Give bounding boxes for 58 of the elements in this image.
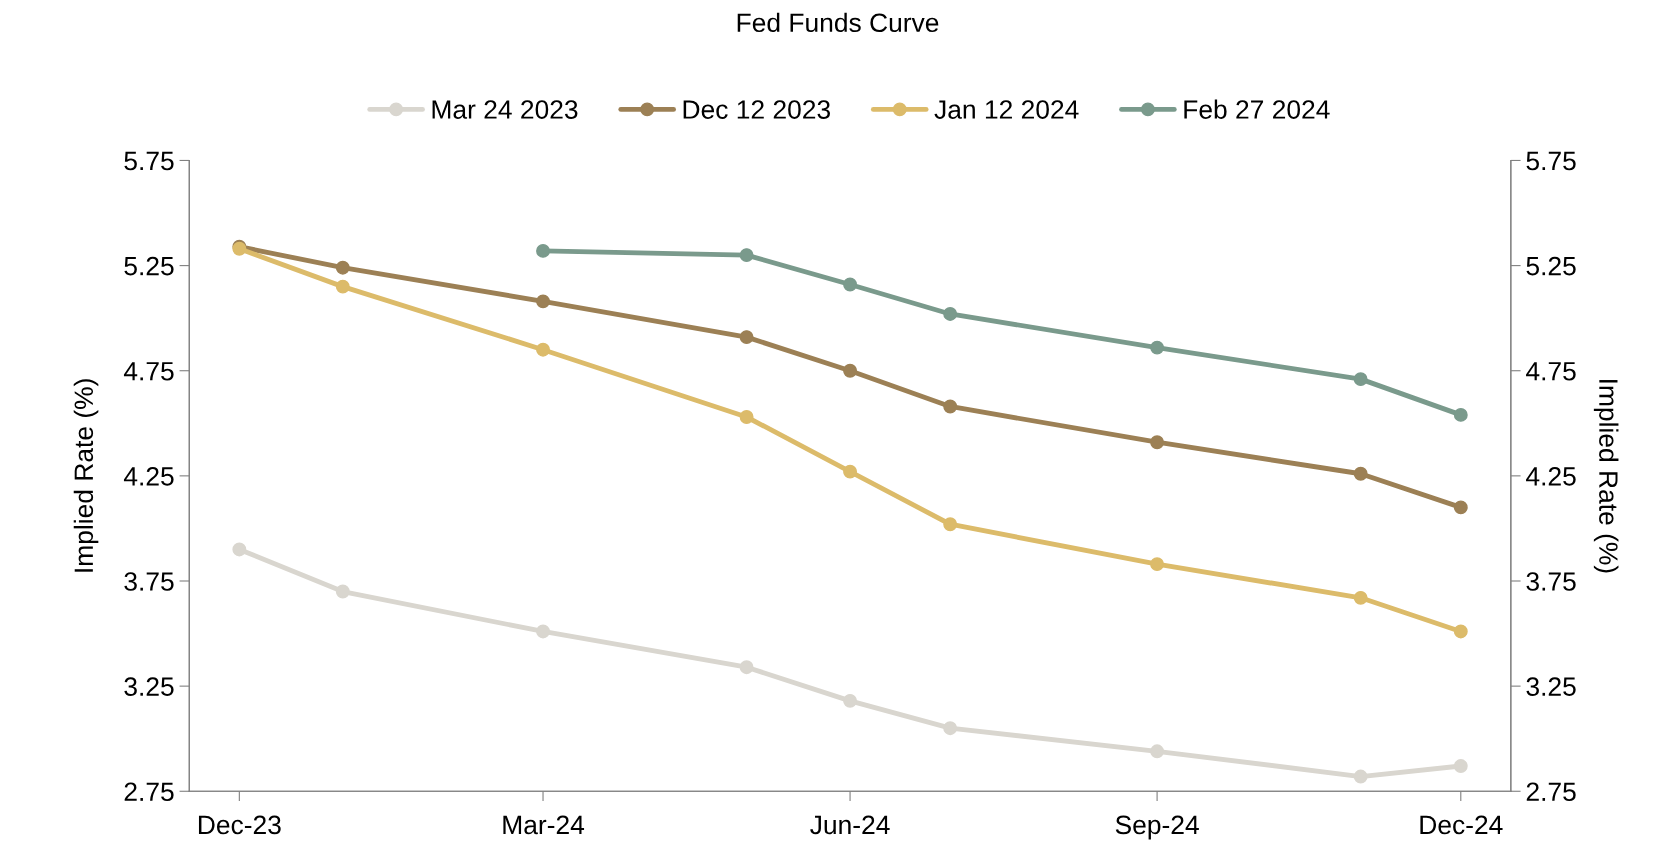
point — [1150, 744, 1165, 759]
point — [843, 277, 858, 292]
y2-axis-title: Implied Rate (%) — [1593, 380, 1619, 573]
y-tick-label: 5.75 — [124, 151, 174, 171]
point — [536, 294, 550, 309]
point — [335, 584, 350, 599]
legend-label: Feb 27 2024 — [1184, 99, 1330, 119]
x-tick-label: Sep-24 — [1115, 815, 1199, 840]
point — [536, 342, 550, 357]
y2-tick-label: 5.75 — [1526, 151, 1576, 171]
point — [843, 464, 858, 479]
y-tick-label: 3.75 — [124, 572, 174, 591]
point — [1453, 624, 1468, 639]
point — [1150, 435, 1165, 450]
y2-tick-label: 4.25 — [1526, 467, 1576, 486]
legend-label: Mar 24 2023 — [432, 100, 578, 119]
point — [536, 243, 550, 258]
y-tick-label: 4.75 — [123, 362, 174, 381]
x-tick-label: Mar-24 — [503, 815, 585, 835]
chart-title: Fed Funds Curve — [737, 12, 939, 33]
x-tick-label: Dec-24 — [1420, 815, 1503, 835]
y-tick-label: 5.25 — [124, 256, 174, 276]
point — [536, 624, 550, 639]
point — [739, 330, 754, 345]
point — [1353, 372, 1368, 387]
point — [1353, 769, 1368, 784]
x-tick-label: Jun-24 — [810, 815, 890, 835]
y2-tick-label: 5.25 — [1526, 256, 1576, 276]
legend-label: Dec 12 2023 — [683, 100, 830, 119]
point — [739, 410, 754, 424]
point — [943, 399, 958, 414]
point — [1453, 759, 1468, 773]
point — [943, 721, 958, 736]
y2-tick-label: 3.25 — [1526, 677, 1576, 696]
point — [232, 542, 247, 557]
y2-tick-label: 3.75 — [1526, 572, 1576, 591]
y-tick-label: 4.25 — [123, 467, 174, 486]
point — [843, 363, 858, 378]
point — [739, 660, 754, 675]
point — [1150, 557, 1165, 572]
y-axis-title: Implied Rate (%) — [73, 379, 99, 572]
y-tick-label: 3.25 — [124, 677, 174, 696]
point — [943, 517, 958, 532]
point — [1150, 340, 1165, 355]
point — [1353, 466, 1368, 481]
legend-label: Jan 12 2024 — [934, 100, 1079, 119]
y2-tick-label: 4.75 — [1526, 362, 1576, 381]
point — [739, 248, 754, 263]
point — [1353, 590, 1368, 605]
y-tick-label: 2.75 — [124, 782, 174, 802]
point — [1453, 500, 1468, 515]
point — [335, 279, 350, 294]
point — [335, 260, 350, 275]
x-tick-label: Dec-23 — [198, 815, 281, 835]
point — [943, 307, 958, 321]
point — [843, 693, 858, 708]
point — [1453, 407, 1468, 422]
y2-tick-label: 2.75 — [1526, 782, 1576, 802]
